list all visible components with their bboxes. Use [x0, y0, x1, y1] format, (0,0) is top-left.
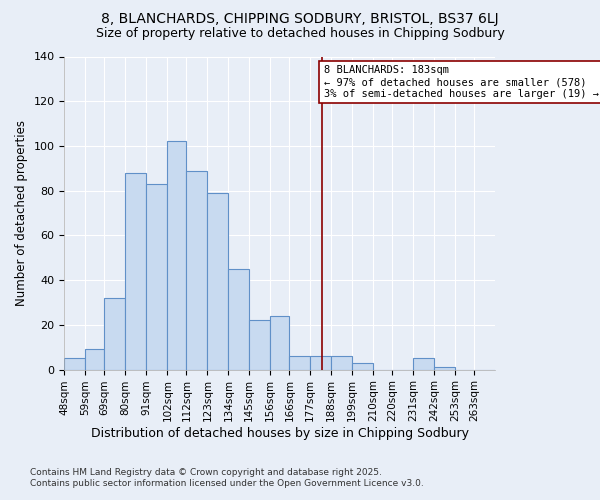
- Bar: [167, 142, 187, 370]
- Y-axis label: Number of detached properties: Number of detached properties: [15, 120, 28, 306]
- Bar: [249, 320, 270, 370]
- Text: 8 BLANCHARDS: 183sqm
← 97% of detached houses are smaller (578)
3% of semi-detac: 8 BLANCHARDS: 183sqm ← 97% of detached h…: [323, 66, 599, 98]
- Text: Contains HM Land Registry data © Crown copyright and database right 2025.
Contai: Contains HM Land Registry data © Crown c…: [30, 468, 424, 487]
- Bar: [413, 358, 434, 370]
- Bar: [229, 269, 249, 370]
- Bar: [208, 193, 229, 370]
- Bar: [125, 173, 146, 370]
- Bar: [64, 358, 85, 370]
- Bar: [146, 184, 167, 370]
- Bar: [85, 350, 104, 370]
- Bar: [331, 356, 352, 370]
- Text: Size of property relative to detached houses in Chipping Sodbury: Size of property relative to detached ho…: [95, 28, 505, 40]
- Bar: [434, 368, 455, 370]
- Bar: [104, 298, 125, 370]
- Bar: [310, 356, 331, 370]
- X-axis label: Distribution of detached houses by size in Chipping Sodbury: Distribution of detached houses by size …: [91, 427, 469, 440]
- Bar: [270, 316, 289, 370]
- Bar: [289, 356, 310, 370]
- Bar: [352, 363, 373, 370]
- Bar: [187, 170, 208, 370]
- Text: 8, BLANCHARDS, CHIPPING SODBURY, BRISTOL, BS37 6LJ: 8, BLANCHARDS, CHIPPING SODBURY, BRISTOL…: [101, 12, 499, 26]
